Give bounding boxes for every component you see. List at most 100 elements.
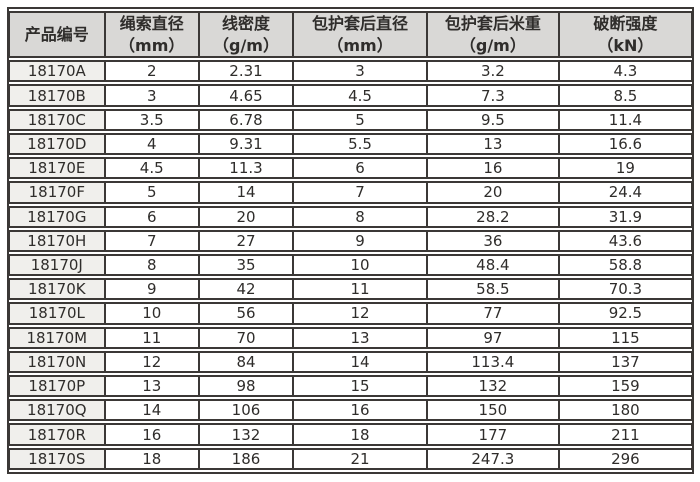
value-cell: 27 — [198, 229, 294, 252]
value-cell: 150 — [426, 399, 559, 422]
value-cell: 3 — [293, 60, 427, 83]
product-code-cell: 18170G — [9, 205, 105, 228]
value-cell: 177 — [426, 423, 559, 446]
value-cell: 10 — [104, 302, 199, 325]
value-cell: 11 — [104, 326, 199, 349]
column-header-label: 包护套后米重 — [444, 14, 541, 33]
column-header-label: 包护套后直径 — [312, 14, 409, 33]
table-row: 18170E 4.5 11.3 6 16 19 — [9, 157, 692, 180]
value-cell: 4.65 — [198, 84, 294, 107]
value-cell: 247.3 — [426, 447, 559, 470]
value-cell: 15 — [293, 375, 427, 398]
product-code-cell: 18170C — [9, 108, 105, 131]
table-row: 18170R 16 132 18 177 211 — [9, 423, 692, 446]
table-row: 18170Q 14 106 16 150 180 — [9, 399, 692, 422]
value-cell: 77 — [426, 302, 559, 325]
value-cell: 21 — [293, 447, 427, 470]
header-row: 产品编号 绳索直径 （mm） 线密度 （g/m） 包护套后直径 （mm） 包护套后米重 （g/m… — [9, 11, 692, 59]
column-header-unit: （mm） — [119, 35, 185, 55]
table-row: 18170C 3.5 6.78 5 9.5 11.4 — [9, 108, 692, 131]
value-cell: 20 — [426, 181, 559, 204]
value-cell: 4 — [104, 132, 199, 156]
value-cell: 7 — [104, 229, 199, 252]
product-code-cell: 18170H — [9, 229, 105, 252]
column-header-unit: （mm） — [327, 35, 393, 55]
value-cell: 11.3 — [198, 157, 294, 180]
product-code-cell: 18170A — [9, 60, 105, 83]
value-cell: 36 — [426, 229, 559, 252]
value-cell: 92.5 — [558, 302, 692, 325]
value-cell: 14 — [104, 399, 199, 422]
table-row: 18170P 13 98 15 132 159 — [9, 375, 692, 398]
value-cell: 13 — [293, 326, 427, 349]
value-cell: 3.2 — [426, 60, 559, 83]
value-cell: 3 — [104, 84, 199, 107]
value-cell: 16.6 — [558, 132, 692, 156]
value-cell: 70 — [198, 326, 294, 349]
table-row: 18170H 7 27 9 36 43.6 — [9, 229, 692, 252]
value-cell: 3.5 — [104, 108, 199, 131]
column-header: 产品编号 — [9, 11, 105, 59]
value-cell: 97 — [426, 326, 559, 349]
product-code-cell: 18170B — [9, 84, 105, 107]
value-cell: 9 — [104, 278, 199, 301]
value-cell: 35 — [198, 253, 294, 277]
value-cell: 84 — [198, 350, 294, 374]
table-row: 18170G 6 20 8 28.2 31.9 — [9, 205, 692, 228]
product-code-cell: 18170K — [9, 278, 105, 301]
value-cell: 5 — [293, 108, 427, 131]
table-row: 18170F 5 14 7 20 24.4 — [9, 181, 692, 204]
column-header-label: 线密度 — [221, 14, 270, 33]
value-cell: 56 — [198, 302, 294, 325]
table-body: 18170A 2 2.31 3 3.2 4.3 18170B 3 4.65 4.5 7.3 8.5 18… — [9, 60, 692, 470]
product-code-cell: 18170F — [9, 181, 105, 204]
column-header: 破断强度 （kN） — [558, 11, 692, 59]
value-cell: 211 — [558, 423, 692, 446]
value-cell: 2.31 — [198, 60, 294, 83]
value-cell: 24.4 — [558, 181, 692, 204]
column-header: 线密度 （g/m） — [198, 11, 294, 59]
value-cell: 113.4 — [426, 350, 559, 374]
product-code-cell: 18170Q — [9, 399, 105, 422]
column-header: 包护套后直径 （mm） — [293, 11, 427, 59]
product-spec-table: 产品编号 绳索直径 （mm） 线密度 （g/m） 包护套后直径 （mm） 包护套后米重 （g/m… — [9, 9, 692, 472]
product-code-cell: 18170L — [9, 302, 105, 325]
column-header-label: 产品编号 — [24, 24, 89, 44]
value-cell: 7 — [293, 181, 427, 204]
value-cell: 43.6 — [558, 229, 692, 252]
value-cell: 13 — [104, 375, 199, 398]
product-code-cell: 18170J — [9, 253, 105, 277]
value-cell: 48.4 — [426, 253, 559, 277]
column-header-label: 绳索直径 — [119, 14, 184, 33]
value-cell: 98 — [198, 375, 294, 398]
value-cell: 4.3 — [558, 60, 692, 83]
column-header-unit: （kN） — [597, 35, 654, 55]
value-cell: 9.31 — [198, 132, 294, 156]
value-cell: 11.4 — [558, 108, 692, 131]
value-cell: 12 — [104, 350, 199, 374]
value-cell: 20 — [198, 205, 294, 228]
value-cell: 186 — [198, 447, 294, 470]
table-row: 18170J 8 35 10 48.4 58.8 — [9, 253, 692, 277]
product-code-cell: 18170R — [9, 423, 105, 446]
value-cell: 7.3 — [426, 84, 559, 107]
value-cell: 28.2 — [426, 205, 559, 228]
product-code-cell: 18170M — [9, 326, 105, 349]
value-cell: 4.5 — [293, 84, 427, 107]
table-row: 18170M 11 70 13 97 115 — [9, 326, 692, 349]
value-cell: 14 — [293, 350, 427, 374]
value-cell: 9 — [293, 229, 427, 252]
table-row: 18170K 9 42 11 58.5 70.3 — [9, 278, 692, 301]
table-row: 18170A 2 2.31 3 3.2 4.3 — [9, 60, 692, 83]
value-cell: 19 — [558, 157, 692, 180]
value-cell: 11 — [293, 278, 427, 301]
value-cell: 12 — [293, 302, 427, 325]
column-header-label: 破断强度 — [593, 14, 658, 33]
value-cell: 42 — [198, 278, 294, 301]
value-cell: 6 — [104, 205, 199, 228]
column-header-unit: （g/m） — [459, 35, 526, 55]
value-cell: 13 — [426, 132, 559, 156]
value-cell: 58.5 — [426, 278, 559, 301]
value-cell: 5.5 — [293, 132, 427, 156]
product-code-cell: 18170D — [9, 132, 105, 156]
